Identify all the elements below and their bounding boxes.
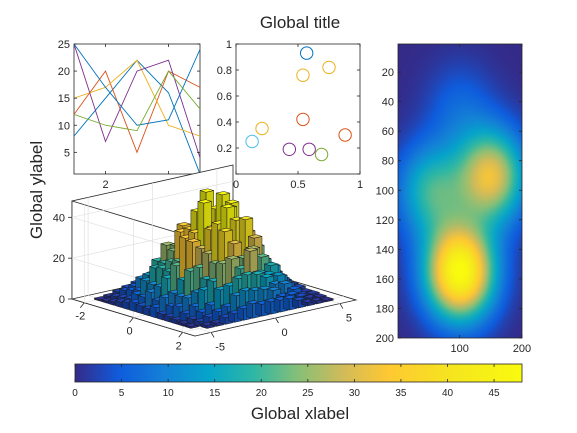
image-xtick-label: 100: [451, 343, 469, 355]
scatter-point-3: [296, 68, 310, 82]
image-ytick-label: 120: [376, 215, 394, 227]
bar3d-xtick-label: 0: [281, 327, 287, 339]
line-xtick-label: 2: [102, 179, 108, 191]
scatter-point-7: [314, 147, 329, 162]
image-xtick-label: 200: [513, 343, 531, 355]
colorbar-tick-label: 20: [256, 388, 268, 399]
bar3d-ytick-label: 2: [176, 340, 182, 352]
bar3d-bar-222: [318, 296, 335, 303]
scatter-point-4: [296, 112, 310, 127]
image-ytick-label: 180: [376, 303, 394, 315]
line-series-2: [74, 59, 200, 137]
colorbar-tick-label: 25: [302, 388, 314, 399]
line-ytick-label: 20: [58, 66, 70, 78]
image-ytick-label: 80: [382, 156, 394, 168]
scatter-subplot: 00.5100.20.40.60.81: [217, 39, 363, 191]
scatter-ytick-label: 0.4: [217, 117, 232, 129]
image-ytick-label: 160: [376, 274, 394, 286]
line-subplot: 24510152025: [58, 39, 201, 191]
scatter-xtick-label: 0: [233, 179, 239, 191]
image-ytick-label: 60: [382, 126, 394, 138]
scatter-xtick-label: 1: [357, 179, 363, 191]
colorbar-tick-label: 0: [72, 388, 78, 399]
colorbar-gradient: [74, 363, 523, 383]
line-series-1: [74, 70, 200, 154]
image-ytick-label: 20: [382, 67, 394, 79]
colorbar-tick-label: 5: [119, 388, 125, 399]
line-ytick-label: 10: [58, 120, 70, 132]
bar3d-xtick-label: 5: [346, 313, 352, 325]
global-ylabel: Global ylabel: [27, 141, 46, 239]
scatter-point-6: [302, 142, 316, 157]
scatter-ytick-label: 0.8: [217, 65, 232, 77]
scatter-point-0: [245, 134, 259, 149]
scatter-point-1: [255, 121, 269, 136]
image-ytick-label: 200: [376, 333, 394, 345]
colorbar-tick-label: 10: [163, 388, 175, 399]
scatter-point-5: [299, 46, 314, 60]
line-series-3: [74, 44, 200, 158]
colorbar-tick-label: 45: [489, 388, 501, 399]
line-ytick-label: 5: [64, 147, 70, 159]
colorbar-tick-label: 35: [395, 388, 407, 399]
bar3d-ytick-label: 0: [126, 326, 132, 338]
colorbar: 0 5 10 15 20 25 30 35 40 45: [72, 363, 523, 399]
global-title: Global title: [260, 13, 340, 32]
scatter-ytick-label: 0.2: [217, 143, 232, 155]
colorbar-tick-label: 15: [209, 388, 221, 399]
bar3d-ztick-label: 40: [53, 212, 65, 224]
scatter-ytick-label: 1: [226, 39, 232, 51]
line-ytick-label: 25: [58, 39, 70, 51]
bar3d-ztick-label: 0: [59, 294, 65, 306]
scatter-point-8: [322, 60, 336, 75]
colorbar-tick-label: 40: [442, 388, 454, 399]
image-ytick-label: 100: [376, 185, 394, 197]
scatter-axes-box: [235, 43, 361, 175]
image-ytick-label: 40: [382, 97, 394, 109]
scatter-xtick-label: 0.5: [290, 179, 305, 191]
bar3d-xtick-label: -5: [215, 341, 225, 353]
global-xlabel: Global xlabel: [251, 404, 349, 423]
colorbar-tick-label: 30: [349, 388, 361, 399]
bar3d-ztick-label: 20: [53, 253, 65, 265]
image-ytick-label: 140: [376, 244, 394, 256]
scatter-point-2: [282, 142, 297, 157]
line-series-5: [74, 70, 200, 132]
image-subplot: 20 40 60 80 100 120 140 160 180 200 100 200: [376, 43, 531, 355]
scatter-ytick-label: 0.6: [217, 91, 232, 103]
bar3d-ytick-label: -2: [75, 311, 85, 323]
heatmap-image: [398, 44, 522, 338]
line-ytick-label: 15: [58, 93, 70, 105]
line-axes-box: [73, 43, 201, 175]
line-series-4: [74, 44, 200, 126]
scatter-point-9: [338, 128, 352, 142]
